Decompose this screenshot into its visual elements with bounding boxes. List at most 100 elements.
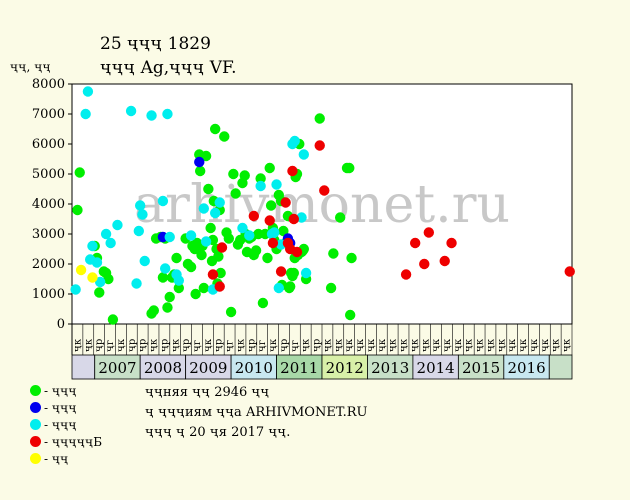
watermark: arhivmonet.ru <box>134 175 510 235</box>
data-point-blue <box>194 156 205 168</box>
x-tick-label: ҷр <box>246 339 257 352</box>
x-tick-label: ҷк <box>377 338 388 352</box>
x-tick-label: ҷк <box>529 338 540 352</box>
data-point-cyan <box>289 135 300 147</box>
data-point-green <box>148 305 160 316</box>
x-tick-label: ҷк <box>420 338 431 352</box>
data-point-red <box>409 237 421 249</box>
data-point-green <box>200 150 212 162</box>
data-point-green <box>194 165 206 177</box>
data-point-cyan <box>112 219 123 231</box>
x-tick-label: ҷк <box>235 338 246 352</box>
data-point-green <box>284 281 296 292</box>
data-point-red <box>216 242 228 253</box>
x-tick-label: ҷк <box>355 338 366 352</box>
data-point-green <box>250 245 262 256</box>
data-point-cyan <box>159 263 171 274</box>
data-point-cyan <box>255 180 266 192</box>
data-point-red <box>314 140 325 151</box>
legend-label: - ҷҷ <box>44 452 69 466</box>
year-label: 2015 <box>462 359 500 377</box>
x-tick-label: ҷк <box>409 338 420 352</box>
data-point-green <box>325 282 337 294</box>
year-cell <box>276 354 323 380</box>
data-point-green <box>74 167 85 178</box>
data-point-cyan <box>298 149 310 160</box>
data-point-red <box>267 237 279 249</box>
data-point-cyan <box>137 209 148 220</box>
x-tick-label: ҷк <box>431 338 442 352</box>
data-point-green <box>344 309 356 321</box>
data-point-green <box>278 225 289 237</box>
x-tick-label: ҷк <box>83 338 94 352</box>
data-point-cyan <box>300 267 312 279</box>
data-point-cyan <box>173 275 185 286</box>
data-point-cyan <box>162 108 173 120</box>
data-point-red <box>214 281 225 292</box>
data-point-green <box>328 248 339 259</box>
year-label: 2013 <box>371 359 409 377</box>
data-point-cyan <box>94 276 106 288</box>
legend-label: - ҷҷҷҷҷБ <box>44 435 103 449</box>
data-point-red <box>446 237 457 249</box>
x-tick-label: ҷк <box>475 338 486 352</box>
x-tick-label: ҷг <box>225 340 236 352</box>
x-tick-label: ҷк <box>149 338 160 352</box>
data-point-cyan <box>273 282 285 294</box>
data-point-green <box>203 183 214 195</box>
y-tick-label: 5000 <box>32 167 65 182</box>
x-tick-label: ҷр <box>214 339 225 352</box>
year-label: 2010 <box>235 359 273 377</box>
x-tick-label: ҷр <box>94 339 105 352</box>
y-tick-label: 2000 <box>32 257 65 272</box>
year-label: 2011 <box>280 359 318 377</box>
legend-marker <box>30 453 41 464</box>
data-point-green <box>94 287 105 298</box>
x-tick-label: ҷк <box>322 338 333 352</box>
data-point-cyan <box>157 195 169 207</box>
x-tick-label: ҷк <box>268 338 279 352</box>
data-point-green <box>190 288 201 300</box>
data-point-cyan <box>134 200 146 211</box>
year-cell <box>503 354 550 380</box>
data-point-green <box>264 162 275 174</box>
x-tick-label: ҷк <box>170 338 181 352</box>
y-tick-label: 3000 <box>32 227 65 242</box>
x-tick-label: ҷк <box>507 338 518 352</box>
x-tick-label: ҷк <box>388 338 399 352</box>
year-cell <box>71 354 96 380</box>
data-point-red <box>439 255 450 267</box>
data-point-cyan <box>269 227 280 238</box>
data-point-green <box>196 249 207 261</box>
data-point-red <box>207 269 219 280</box>
data-point-green <box>262 252 273 264</box>
legend-label: - ҷҷҷ <box>44 418 77 432</box>
data-point-green <box>209 123 221 135</box>
data-point-green <box>185 261 197 273</box>
data-point-green <box>314 113 325 124</box>
data-point-cyan <box>133 225 145 237</box>
data-point-cyan <box>296 212 307 223</box>
y-tick-label: 6000 <box>32 137 65 152</box>
year-label: 2008 <box>144 359 182 377</box>
data-point-green <box>103 273 114 285</box>
data-point-red <box>564 266 575 277</box>
x-tick-label: ҷк <box>551 338 562 352</box>
data-point-red <box>248 210 260 222</box>
year-label: 2016 <box>507 359 545 377</box>
data-point-red <box>319 185 330 196</box>
data-point-green <box>257 297 269 309</box>
data-point-cyan <box>146 110 157 121</box>
data-point-cyan <box>198 203 210 214</box>
data-point-cyan <box>185 230 197 241</box>
x-tick-label: ҷр <box>279 339 290 352</box>
x-tick-label: ҷк <box>72 338 83 352</box>
data-point-green <box>72 204 83 216</box>
data-point-green <box>265 200 277 211</box>
data-point-green <box>215 267 226 279</box>
year-label: 2009 <box>189 359 227 377</box>
year-cell <box>185 354 232 380</box>
data-point-red <box>280 197 291 208</box>
data-point-cyan <box>200 236 212 247</box>
y-tick-label: 8000 <box>32 77 65 92</box>
